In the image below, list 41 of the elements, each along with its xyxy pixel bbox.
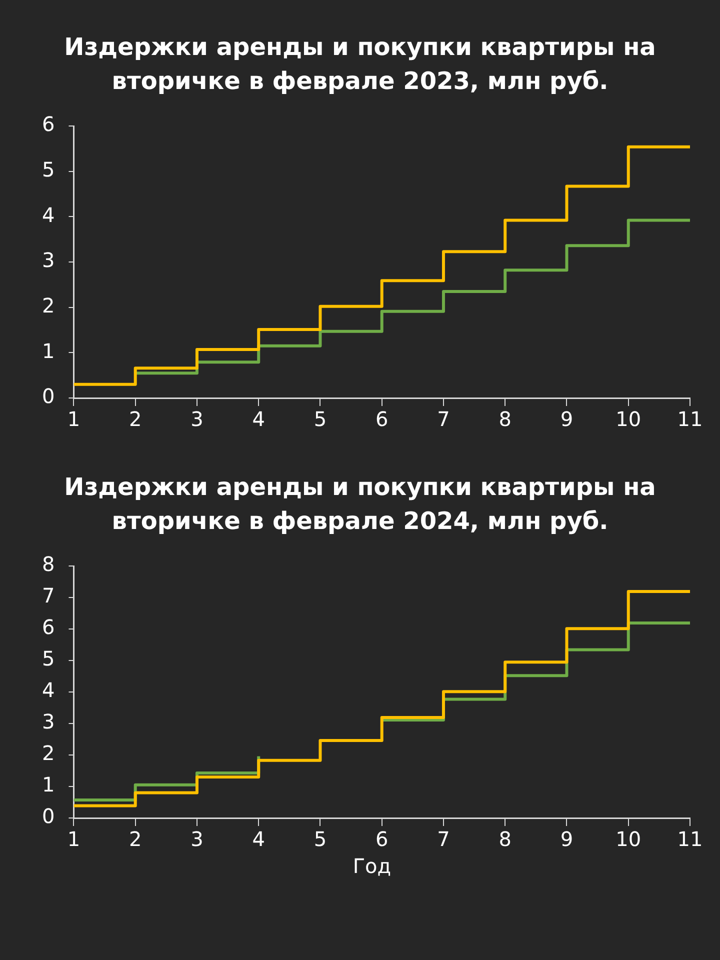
y-tick-label: 5	[42, 646, 55, 671]
x-tick-label: 9	[560, 407, 574, 432]
x-tick-label: 7	[437, 827, 450, 852]
x-tick-label: 9	[560, 827, 574, 852]
x-axis-title: Год	[352, 854, 392, 878]
x-tick-label: 10	[616, 827, 642, 852]
chart-title: Издержки аренды и покупки квартиры на вторичке в феврале 2024, млн руб.	[63, 472, 657, 537]
x-tick-label: 5	[314, 827, 327, 852]
y-tick-label: 4	[42, 202, 55, 227]
x-tick-label: 3	[190, 407, 204, 432]
y-tick-label: 1	[42, 772, 55, 797]
y-tick-label: 0	[42, 804, 55, 828]
x-tick-label: 10	[616, 407, 642, 432]
x-tick-label: 11	[677, 407, 703, 432]
y-tick-label: 3	[42, 248, 55, 272]
x-tick-label: 2	[128, 407, 142, 432]
y-tick-label: 6	[42, 615, 55, 640]
y-tick-label: 7	[42, 584, 55, 608]
x-tick-label: 3	[190, 827, 204, 852]
y-tick-label: 5	[42, 158, 55, 182]
y-tick-label: 2	[42, 294, 55, 318]
x-tick-label: 11	[677, 827, 703, 852]
x-tick-label: 8	[498, 407, 512, 432]
x-tick-label: 4	[252, 827, 265, 852]
y-tick-label: 0	[42, 384, 55, 408]
y-tick-label: 3	[42, 710, 55, 734]
y-tick-label: 1	[42, 338, 55, 363]
y-tick-label: 8	[42, 552, 55, 576]
x-tick-label: 1	[67, 407, 80, 432]
x-tick-label: 6	[375, 827, 388, 852]
x-tick-label: 2	[128, 827, 142, 852]
x-tick-label: 8	[498, 827, 512, 852]
x-tick-label: 6	[375, 407, 388, 432]
y-tick-label: 2	[42, 741, 55, 766]
y-tick-label: 6	[42, 112, 55, 136]
chart-title: Издержки аренды и покупки квартиры на вторичке в феврале 2023, млн руб.	[63, 32, 657, 97]
x-tick-label: 4	[252, 407, 265, 432]
x-tick-label: 5	[314, 407, 327, 432]
y-tick-label: 4	[42, 678, 55, 702]
x-tick-label: 1	[67, 827, 80, 852]
x-tick-label: 7	[437, 407, 450, 432]
